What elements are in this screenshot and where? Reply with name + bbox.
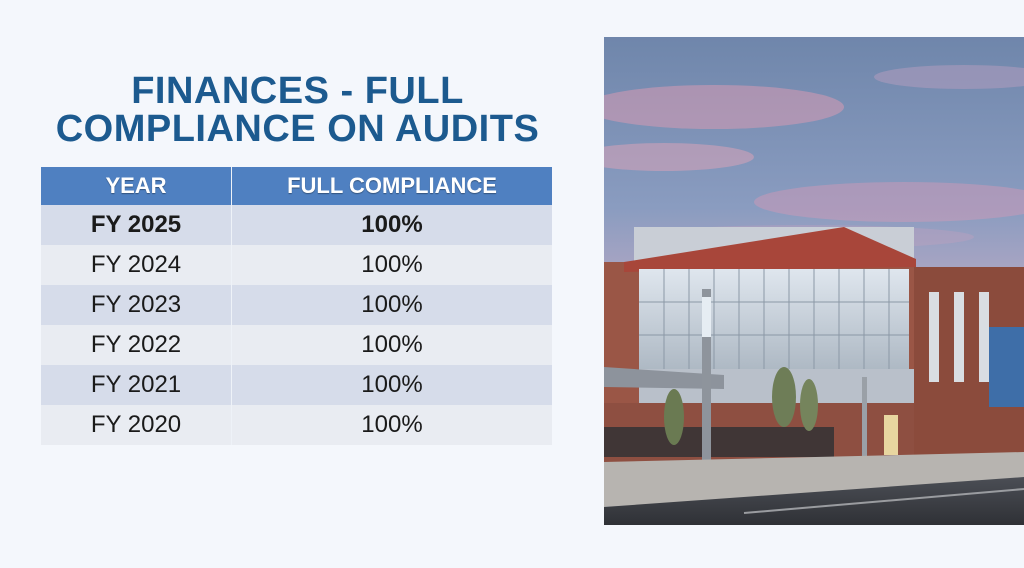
title-line-2: COMPLIANCE ON AUDITS (55, 108, 540, 150)
table-row: FY 2020 100% (41, 405, 552, 445)
table-header-row: YEAR FULL COMPLIANCE (41, 167, 552, 205)
year-cell: FY 2025 (41, 205, 232, 245)
table-row: FY 2022 100% (41, 325, 552, 365)
table-row: FY 2025 100% (41, 205, 552, 245)
compliance-cell: 100% (231, 325, 552, 365)
compliance-cell: 100% (231, 245, 552, 285)
title-line-1: FINANCES - FULL (131, 70, 464, 112)
year-cell: FY 2021 (41, 365, 232, 405)
compliance-cell: 100% (231, 205, 552, 245)
table-row: FY 2021 100% (41, 365, 552, 405)
compliance-cell: 100% (231, 365, 552, 405)
header-full-compliance: FULL COMPLIANCE (231, 167, 552, 205)
table-row: FY 2024 100% (41, 245, 552, 285)
compliance-cell: 100% (231, 285, 552, 325)
header-year: YEAR (41, 167, 232, 205)
year-cell: FY 2024 (41, 245, 232, 285)
compliance-cell: 100% (231, 405, 552, 445)
page-title: FINANCES - FULL COMPLIANCE ON AUDITS (20, 72, 575, 148)
building-photo (604, 37, 1024, 525)
year-cell: FY 2023 (41, 285, 232, 325)
table-row: FY 2023 100% (41, 285, 552, 325)
compliance-table: YEAR FULL COMPLIANCE FY 2025 100% FY 202… (41, 167, 552, 445)
year-cell: FY 2022 (41, 325, 232, 365)
year-cell: FY 2020 (41, 405, 232, 445)
